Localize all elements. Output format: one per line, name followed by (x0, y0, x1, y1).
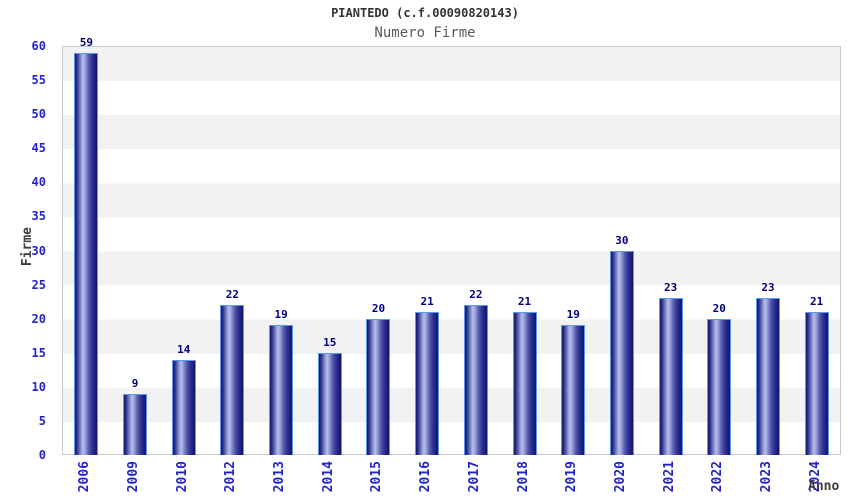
bar-2009 (123, 393, 148, 455)
x-tick-label: 2006 (77, 461, 93, 493)
bar-value-label: 20 (371, 301, 386, 315)
bar-value-label: 22 (469, 288, 483, 302)
y-tick-label: 30 (31, 243, 46, 258)
y-tick-label: 10 (31, 379, 46, 394)
y-tick-label: 25 (31, 277, 46, 292)
y-tick-label: 35 (31, 209, 46, 224)
chart-subtitle: Numero Firme (374, 25, 476, 41)
y-tick-label: 5 (38, 413, 46, 428)
bar-2020 (609, 250, 634, 455)
bar-2015 (366, 318, 391, 455)
x-tick-label: 2013 (272, 461, 288, 493)
bar-value-label: 22 (225, 288, 240, 302)
x-tick-label: 2010 (174, 461, 190, 493)
bar-value-label: 14 (177, 342, 191, 356)
y-tick-label: 55 (31, 73, 46, 88)
y-tick-label: 15 (31, 345, 46, 360)
bar-value-label: 15 (323, 335, 337, 349)
x-tick-label: 2012 (223, 461, 239, 493)
x-axis-label: Anno (808, 479, 840, 494)
x-tick-label: 2022 (710, 461, 726, 493)
bar-2023 (755, 298, 780, 455)
bar-2019 (561, 325, 586, 455)
bar-value-label: 59 (79, 35, 93, 49)
y-tick-label: 0 (38, 448, 46, 462)
bar-value-label: 20 (712, 301, 726, 315)
bar-2016 (415, 311, 440, 455)
bar-value-label: 23 (761, 281, 775, 295)
x-tick-label: 2021 (661, 461, 677, 493)
bar-value-label: 19 (274, 308, 288, 322)
y-tick-label: 40 (31, 175, 46, 190)
x-tick-label: 2014 (320, 461, 336, 493)
x-tick-label: 2020 (612, 461, 628, 493)
bar-value-label: 9 (131, 376, 139, 390)
x-tick-label: 2015 (369, 461, 385, 493)
bar-2017 (463, 305, 488, 455)
bar-value-label: 30 (615, 233, 629, 247)
bar-value-label: 23 (663, 281, 678, 295)
bar-value-label: 21 (810, 294, 824, 308)
bar-2024 (804, 311, 829, 455)
x-tick-label: 2018 (515, 461, 531, 493)
y-tick-label: 60 (31, 39, 46, 53)
y-tick-label: 45 (31, 141, 46, 156)
chart-title: PIANTEDO (c.f.00090820143) (331, 6, 519, 20)
x-tick-label: 2019 (564, 461, 580, 493)
bar-2013 (269, 325, 294, 455)
bar-2018 (512, 311, 537, 455)
bar-2010 (171, 359, 196, 455)
x-tick-label: 2009 (126, 461, 142, 493)
x-tick-label: 2016 (418, 461, 434, 493)
x-tick-label: 2017 (466, 461, 482, 493)
bar-2022 (707, 318, 732, 455)
bar-2021 (658, 298, 683, 455)
bar-2012 (220, 305, 245, 455)
bar-2014 (317, 352, 342, 455)
y-tick-label: 50 (31, 107, 46, 122)
x-tick-label: 2023 (758, 461, 774, 493)
bar-value-label: 21 (517, 294, 532, 308)
bar-value-label: 19 (566, 308, 580, 322)
bar-value-label: 21 (420, 294, 434, 308)
y-tick-label: 20 (31, 311, 46, 326)
bar-2006 (74, 52, 99, 455)
